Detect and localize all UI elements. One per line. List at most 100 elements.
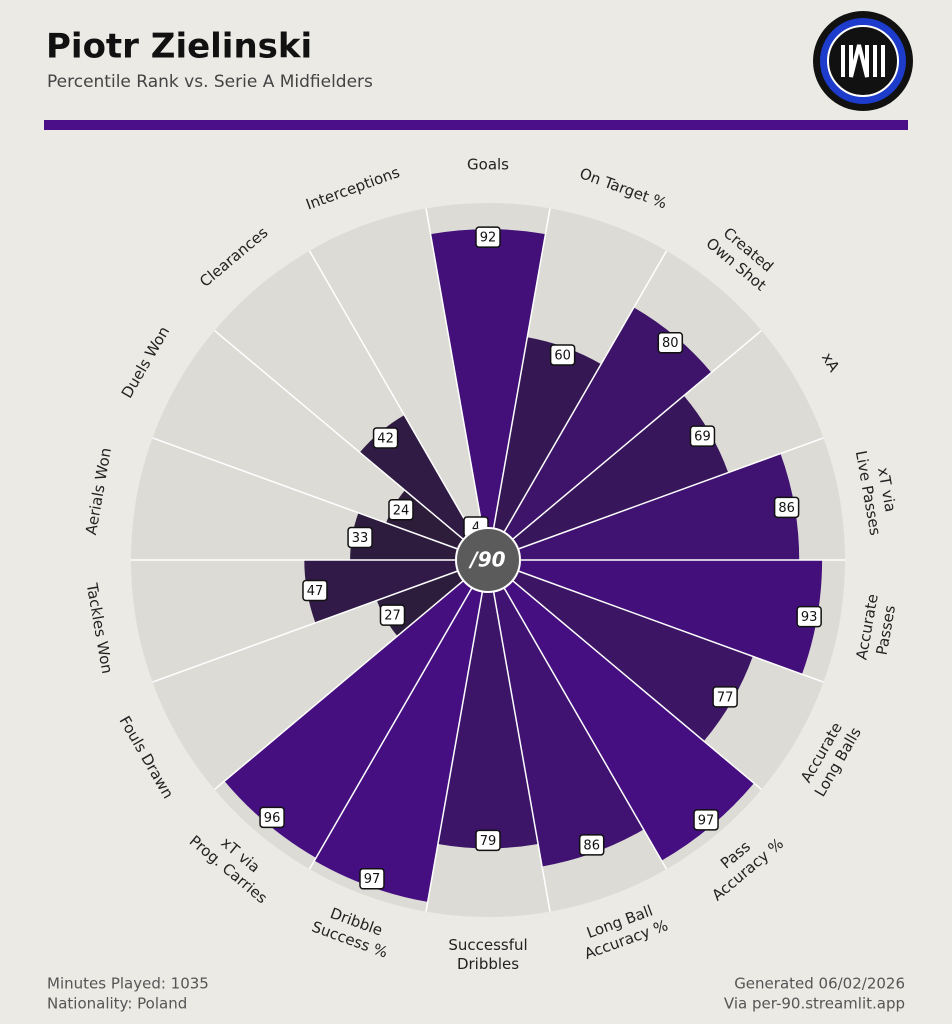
footer-text: Via per-90.streamlit.app [724, 995, 905, 1013]
value-label-box [379, 604, 406, 626]
category-label: Fouls Drawn [116, 713, 178, 802]
value-label-box [578, 834, 605, 856]
slice-background [152, 330, 466, 550]
bar [430, 229, 546, 531]
footer-text: Nationality: Poland [47, 995, 187, 1013]
category-label-line: Fouls Drawn [116, 713, 178, 802]
category-label: xA [818, 349, 844, 375]
value-label-box [372, 427, 399, 449]
value-label-box [689, 425, 716, 447]
slice-separator [502, 250, 668, 535]
category-label: On Target % [577, 164, 669, 212]
slice-separator [308, 585, 474, 870]
value-label-box [359, 867, 385, 890]
value-label: 92 [480, 231, 497, 246]
value-label: 96 [264, 811, 281, 826]
category-label-line: Tackles Won [83, 581, 117, 675]
category-label: Tackles Won [83, 581, 117, 675]
value-label: 4 [472, 521, 480, 536]
category-label-line: Duels Won [118, 323, 173, 401]
value-label-box [475, 226, 501, 248]
bar [503, 307, 712, 541]
value-label-box [796, 605, 822, 628]
value-label: 27 [384, 609, 401, 624]
value-label: 60 [554, 348, 571, 363]
value-label: 80 [662, 336, 679, 351]
footer-text: Minutes Played: 1035 [47, 975, 209, 993]
category-label: Duels Won [118, 323, 173, 401]
slice-separator [515, 569, 824, 683]
bar [503, 579, 754, 861]
category-label-line: Aerials Won [82, 446, 115, 536]
value-label: 86 [583, 838, 600, 853]
category-label: Clearances [196, 223, 271, 290]
slice-separator [492, 589, 551, 912]
slice-separator [152, 437, 461, 551]
slice-separator [510, 329, 762, 542]
club-logo [813, 11, 913, 111]
category-label: Interceptions [303, 163, 402, 214]
slice-separator [502, 585, 668, 870]
value-label: 42 [377, 431, 394, 446]
value-label: 79 [480, 834, 497, 849]
slice-separator [425, 208, 484, 531]
slice-separator [308, 250, 474, 535]
value-label-box [693, 809, 719, 831]
value-label-box [388, 499, 414, 521]
bar [510, 570, 753, 742]
bar [350, 512, 460, 560]
category-label-line: On Target % [577, 164, 669, 212]
category-label-line: Interceptions [303, 163, 402, 214]
bar [224, 579, 473, 858]
value-label-box [259, 806, 285, 829]
category-label-line: Goals [467, 156, 509, 174]
value-label-box [475, 829, 501, 852]
value-label-box [347, 526, 373, 549]
value-label-box [773, 496, 800, 519]
value-label-box [657, 331, 684, 354]
slice-separator [515, 437, 824, 551]
slice-separator [425, 589, 484, 912]
bar [516, 560, 823, 675]
center-circle [455, 527, 521, 593]
bar [493, 337, 602, 535]
value-label: 69 [694, 430, 711, 445]
bar [516, 453, 800, 560]
category-label-line: Dribbles [457, 955, 519, 973]
category-label-line: xA [818, 349, 844, 375]
category-label: Goals [467, 156, 509, 174]
chart-subtitle: Percentile Rank vs. Serie A Midfielders [47, 72, 373, 92]
slice-separator [510, 578, 762, 791]
category-label-line: Clearances [196, 223, 271, 290]
value-label: 24 [393, 503, 410, 518]
value-label-box [549, 344, 576, 366]
center-logo: /90 [468, 548, 505, 572]
slice-background [309, 208, 483, 535]
category-label: Aerials Won [82, 446, 115, 536]
value-label: 93 [801, 610, 818, 625]
bar [304, 560, 460, 623]
slice-separator [214, 329, 466, 542]
bar [314, 585, 483, 902]
value-label: 97 [364, 872, 381, 887]
value-label-box [712, 686, 738, 708]
value-label: 47 [307, 584, 324, 599]
slice-separator [152, 569, 461, 683]
bar [437, 589, 539, 849]
bar [493, 585, 644, 867]
value-label: 33 [352, 531, 369, 546]
slice-separator [214, 578, 466, 791]
value-label: 97 [698, 813, 715, 828]
value-label-box [302, 579, 328, 602]
header-bar [44, 120, 908, 130]
value-label: 77 [717, 690, 734, 705]
category-label-line: Successful [448, 936, 527, 954]
